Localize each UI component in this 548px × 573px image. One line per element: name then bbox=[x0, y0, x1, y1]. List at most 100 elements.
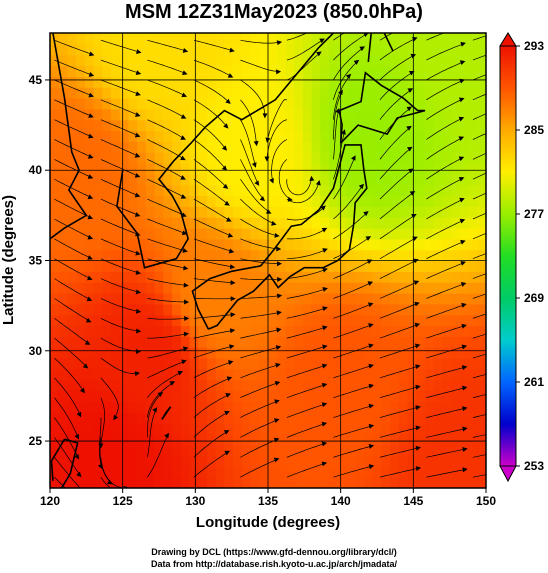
temperature-cell bbox=[381, 293, 391, 305]
temperature-cell bbox=[486, 196, 495, 207]
temperature-cell bbox=[468, 423, 478, 435]
temperature-cell bbox=[145, 152, 156, 164]
temperature-cell bbox=[372, 228, 382, 240]
temperature-cell bbox=[145, 184, 156, 197]
temperature-cell bbox=[294, 43, 304, 56]
streamline bbox=[193, 59, 232, 77]
temperature-cell bbox=[276, 163, 287, 175]
streamline bbox=[333, 282, 371, 299]
temperature-cell bbox=[102, 206, 112, 218]
temperature-cell bbox=[198, 282, 208, 294]
temperature-cell bbox=[137, 228, 147, 240]
temperature-cell bbox=[424, 358, 435, 370]
temperature-cell bbox=[459, 76, 470, 88]
temperature-cell bbox=[372, 455, 382, 467]
temperature-cell bbox=[285, 152, 295, 164]
temperature-cell bbox=[137, 108, 147, 121]
temperature-cell bbox=[433, 152, 443, 164]
temperature-cell bbox=[486, 456, 495, 467]
temperature-cell bbox=[84, 65, 95, 77]
temperature-cell bbox=[424, 87, 435, 99]
streamline-arrow bbox=[276, 40, 283, 46]
temperature-cell bbox=[119, 43, 130, 56]
streamline-arrow bbox=[460, 41, 466, 47]
temperature-cell bbox=[206, 54, 217, 67]
temperature-cell bbox=[355, 412, 365, 424]
streamline-arrow bbox=[164, 432, 170, 439]
temperature-cell bbox=[84, 206, 95, 218]
temperature-cell bbox=[407, 293, 417, 305]
temperature-cell bbox=[145, 249, 156, 262]
temperature-cell bbox=[180, 390, 191, 402]
temperature-cell bbox=[486, 434, 495, 445]
temperature-cell bbox=[442, 184, 452, 197]
temperature-cell bbox=[337, 195, 348, 207]
streamline-arrow bbox=[136, 49, 142, 54]
temperature-cell bbox=[128, 195, 138, 207]
temperature-cell bbox=[468, 76, 478, 88]
temperature-cell bbox=[459, 184, 470, 197]
temperature-cell bbox=[486, 401, 495, 412]
temperature-cell bbox=[268, 390, 278, 402]
temperature-cell bbox=[468, 184, 478, 197]
streamline-arrow bbox=[459, 197, 465, 203]
temperature-cell bbox=[337, 401, 348, 413]
streamline bbox=[54, 397, 79, 437]
temperature-cell bbox=[154, 249, 164, 262]
streamline bbox=[193, 431, 228, 458]
streamline-arrow bbox=[169, 381, 176, 386]
temperature-cell bbox=[250, 336, 260, 348]
streamline bbox=[472, 434, 486, 438]
temperature-cell bbox=[58, 119, 69, 132]
streamline-arrow bbox=[359, 46, 365, 52]
temperature-cell bbox=[381, 195, 391, 207]
temperature-cell bbox=[433, 228, 443, 240]
temperature-cell bbox=[259, 444, 269, 457]
temperature-cell bbox=[416, 184, 426, 197]
streamline-arrow bbox=[183, 331, 189, 337]
temperature-cell bbox=[372, 65, 382, 77]
streamline bbox=[240, 312, 280, 319]
temperature-cell bbox=[372, 379, 382, 392]
temperature-cell bbox=[119, 358, 130, 370]
temperature-cell bbox=[180, 314, 191, 327]
temperature-cell bbox=[154, 433, 164, 446]
temperature-cell bbox=[206, 217, 217, 229]
temperature-cell bbox=[50, 477, 60, 488]
temperature-cell bbox=[241, 325, 252, 337]
temperature-cell bbox=[416, 433, 426, 446]
temperature-cell bbox=[355, 379, 365, 392]
temperature-cell bbox=[154, 163, 164, 175]
temperature-cell bbox=[372, 466, 382, 478]
temperature-cell bbox=[189, 33, 199, 45]
temperature-cell bbox=[224, 54, 234, 67]
temperature-cell bbox=[468, 98, 478, 110]
temperature-cell bbox=[355, 130, 365, 142]
temperature-cell bbox=[451, 33, 461, 45]
streamline bbox=[426, 469, 466, 478]
temperature-cell bbox=[416, 119, 426, 132]
temperature-cell bbox=[302, 163, 313, 175]
streamline-arrow bbox=[273, 418, 280, 424]
streamline-arrow bbox=[321, 441, 328, 447]
temperature-cell bbox=[215, 87, 225, 99]
temperature-cell bbox=[50, 249, 60, 262]
temperature-cell bbox=[468, 271, 478, 283]
temperature-cell bbox=[424, 173, 435, 186]
temperature-cell bbox=[320, 141, 330, 153]
temperature-cell bbox=[468, 87, 478, 99]
temperature-cell bbox=[111, 119, 121, 132]
streamline-arrow bbox=[322, 248, 328, 253]
temperature-cell bbox=[215, 76, 225, 88]
streamline-arrow bbox=[287, 196, 293, 202]
temperature-cell bbox=[111, 325, 121, 337]
temperature-cell bbox=[76, 238, 86, 251]
temperature-cell bbox=[294, 152, 304, 164]
temperature-cell bbox=[163, 33, 173, 45]
temperature-cell bbox=[329, 217, 339, 229]
streamline-arrow bbox=[321, 227, 328, 233]
temperature-cell bbox=[119, 466, 130, 478]
streamline bbox=[286, 403, 325, 418]
temperature-cell bbox=[468, 152, 478, 164]
temperature-cell bbox=[355, 108, 365, 121]
